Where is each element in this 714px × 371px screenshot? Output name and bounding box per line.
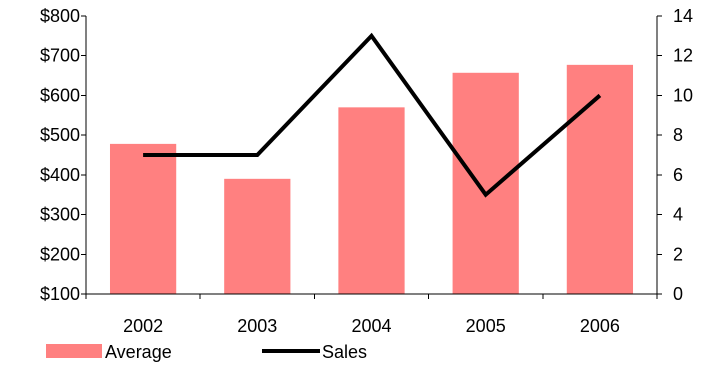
right-tick-label: 2: [673, 244, 683, 264]
x-tick-label-2006: 2006: [580, 316, 620, 336]
right-tick-label: 0: [673, 284, 683, 304]
x-tick-label-2002: 2002: [123, 316, 163, 336]
bar-average-2002: [110, 144, 176, 294]
left-tick-label: $200: [40, 244, 80, 264]
left-tick-label: $800: [40, 6, 80, 26]
bar-average-2004: [338, 107, 404, 294]
left-tick-label: $500: [40, 125, 80, 145]
right-tick-label: 14: [673, 6, 693, 26]
bar-average-2006: [567, 65, 633, 294]
right-tick-label: 8: [673, 125, 683, 145]
right-tick-label: 6: [673, 165, 683, 185]
legend-label-average: Average: [105, 342, 172, 362]
legend-label-sales: Sales: [322, 342, 367, 362]
legend: Average Sales: [46, 342, 367, 362]
right-tick-label: 4: [673, 205, 683, 225]
left-tick-label: $100: [40, 284, 80, 304]
bars-layer: [110, 65, 633, 294]
left-tick-label: $400: [40, 165, 80, 185]
left-tick-label: $600: [40, 85, 80, 105]
x-tick-label-2003: 2003: [237, 316, 277, 336]
left-tick-label: $700: [40, 46, 80, 66]
bar-average-2005: [453, 73, 519, 294]
right-tick-label: 12: [673, 46, 693, 66]
right-tick-label: 10: [673, 85, 693, 105]
x-tick-label-2005: 2005: [466, 316, 506, 336]
left-tick-label: $300: [40, 205, 80, 225]
x-tick-label-2004: 2004: [351, 316, 391, 336]
legend-swatch-average: [46, 344, 102, 358]
bar-average-2003: [224, 179, 290, 294]
